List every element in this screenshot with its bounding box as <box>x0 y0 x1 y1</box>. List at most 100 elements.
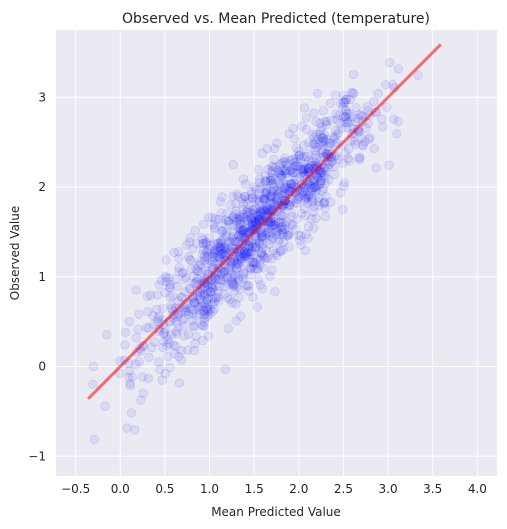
scatter-point <box>387 79 398 90</box>
scatter-point <box>208 252 218 262</box>
scatter-point <box>341 94 351 104</box>
scatter-point <box>177 268 187 278</box>
scatter-point <box>295 149 305 160</box>
scatter-point <box>247 193 258 203</box>
scatter-point <box>257 239 268 249</box>
scatter-point <box>216 240 226 251</box>
scatter-point <box>247 204 257 215</box>
scatter-point <box>247 242 257 252</box>
scatter-point <box>247 189 257 199</box>
scatter-point <box>250 216 260 227</box>
scatter-points <box>88 57 423 445</box>
scatter-point <box>209 222 220 233</box>
scatter-point <box>316 152 326 163</box>
scatter-point <box>216 208 227 218</box>
scatter-point <box>227 233 237 243</box>
scatter-point <box>260 176 271 186</box>
scatter-point <box>235 215 246 225</box>
scatter-point <box>131 285 141 295</box>
scatter-point <box>312 142 322 153</box>
scatter-point <box>274 217 285 227</box>
x-tick-label: 4.0 <box>468 482 487 496</box>
scatter-point <box>255 238 265 249</box>
scatter-point <box>317 122 327 132</box>
scatter-point <box>228 220 238 231</box>
scatter-point <box>276 159 287 169</box>
scatter-point <box>88 379 98 390</box>
scatter-point <box>202 288 213 299</box>
scatter-point <box>272 250 282 261</box>
scatter-point <box>317 132 327 143</box>
scatter-point <box>202 246 213 256</box>
x-tick-label: 0.0 <box>111 482 130 496</box>
scatter-point <box>241 249 251 259</box>
scatter-point <box>180 307 191 317</box>
scatter-point <box>218 268 229 278</box>
scatter-point <box>348 88 358 98</box>
scatter-point <box>213 238 223 248</box>
scatter-point <box>163 351 173 362</box>
scatter-point <box>203 292 213 302</box>
scatter-point <box>205 240 216 250</box>
scatter-point <box>355 109 365 119</box>
scatter-point <box>231 259 242 269</box>
scatter-point <box>179 321 189 331</box>
scatter-point <box>174 351 184 362</box>
scatter-point <box>321 166 331 176</box>
scatter-point <box>250 216 261 226</box>
scatter-point <box>242 215 252 225</box>
scatter-point <box>301 124 312 135</box>
scatter-point <box>244 207 255 217</box>
scatter-point <box>288 181 298 191</box>
scatter-point <box>381 79 391 90</box>
scatter-point <box>245 264 256 274</box>
scatter-point <box>226 267 237 277</box>
scatter-point <box>337 123 347 133</box>
scatter-point <box>356 133 366 143</box>
scatter-point <box>199 321 209 331</box>
scatter-point <box>238 267 249 277</box>
scatter-point <box>239 252 250 262</box>
scatter-point <box>246 257 256 268</box>
scatter-point <box>172 281 183 292</box>
scatter-point <box>334 110 344 121</box>
scatter-point <box>303 163 314 173</box>
scatter-point <box>254 178 265 188</box>
scatter-point <box>254 196 265 207</box>
scatter-point <box>240 227 251 238</box>
scatter-point <box>234 292 244 303</box>
scatter-point <box>224 236 234 247</box>
scatter-point <box>276 165 287 176</box>
scatter-point <box>320 211 331 222</box>
scatter-point <box>303 192 313 203</box>
scatter-point <box>307 186 317 197</box>
scatter-point <box>120 327 131 338</box>
scatter-point <box>320 136 330 147</box>
scatter-point <box>263 223 274 233</box>
scatter-point <box>219 275 229 286</box>
scatter-point <box>270 248 281 259</box>
scatter-point <box>315 167 326 178</box>
scatter-point <box>173 322 183 333</box>
scatter-point <box>266 191 276 201</box>
scatter-point <box>195 259 206 269</box>
scatter-point <box>152 290 162 300</box>
scatter-point <box>162 331 172 341</box>
scatter-point <box>274 235 284 245</box>
scatter-point <box>189 279 199 289</box>
scatter-point <box>286 179 297 189</box>
scatter-point <box>179 287 190 297</box>
scatter-point <box>190 338 200 349</box>
scatter-point <box>296 208 307 219</box>
scatter-point <box>218 226 229 236</box>
scatter-point <box>242 250 252 261</box>
scatter-point <box>240 228 251 238</box>
scatter-point <box>309 201 319 212</box>
scatter-point <box>248 221 259 231</box>
scatter-point <box>159 327 169 338</box>
scatter-point <box>88 361 99 372</box>
scatter-point <box>229 286 239 296</box>
scatter-point <box>199 290 209 301</box>
scatter-point <box>361 123 371 134</box>
scatter-point <box>348 88 359 99</box>
